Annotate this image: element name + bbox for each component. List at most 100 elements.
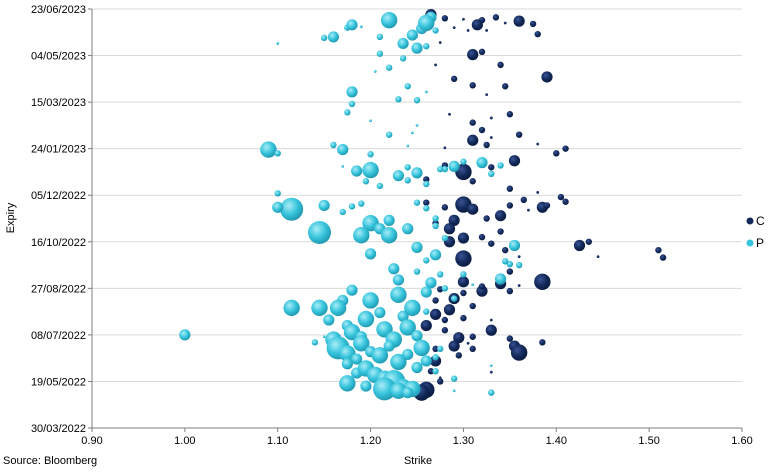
bubble-p — [346, 86, 358, 98]
bubble-c — [508, 155, 521, 167]
bubble-p — [404, 177, 411, 184]
bubble-c — [441, 327, 449, 334]
bubble-p — [488, 389, 495, 396]
bubble-c — [562, 145, 569, 152]
bubble-c — [489, 318, 493, 322]
series-c — [413, 8, 667, 401]
bubble-p — [450, 295, 458, 302]
bubble-c — [506, 185, 514, 192]
x-tick-label: 1.00 — [174, 435, 195, 447]
bubble-p — [432, 354, 439, 361]
bubble-p — [413, 339, 430, 357]
bubble-p — [402, 348, 414, 361]
bubble-c — [423, 199, 430, 206]
bubble-c — [534, 30, 541, 38]
series-p — [179, 11, 523, 401]
bubble-p — [358, 200, 365, 207]
bubble-p — [376, 50, 384, 57]
bubble-p — [351, 353, 363, 365]
bubble-p — [311, 339, 319, 346]
bubble-c — [448, 214, 460, 226]
y-axis-title: Expiry — [5, 202, 17, 233]
bubble-p — [411, 241, 423, 253]
bubble-c — [441, 316, 449, 324]
bubble-p — [179, 329, 191, 341]
bubble-c — [513, 15, 525, 27]
legend-item-p: P — [746, 236, 764, 250]
bubble-p — [497, 162, 504, 169]
bubble-p — [390, 382, 407, 399]
bubble-c — [492, 14, 500, 21]
bubble-c — [478, 233, 486, 241]
bubble-p — [402, 223, 414, 235]
bubble-p — [276, 42, 280, 45]
bubble-c — [467, 134, 479, 146]
bubble-p — [488, 170, 495, 178]
bubble-c — [478, 283, 486, 290]
bubble-p — [437, 271, 444, 278]
bubble-c — [469, 302, 476, 310]
bubble-c — [438, 376, 442, 380]
bubble-p — [399, 319, 416, 336]
bubble-c — [655, 246, 662, 254]
bubble-c — [438, 41, 442, 44]
bubble-c — [443, 146, 447, 150]
bubble-c — [517, 284, 521, 287]
bubble-c — [485, 93, 489, 97]
bubble-p — [390, 353, 407, 371]
bubble-c — [467, 49, 479, 61]
bubble-p — [376, 182, 384, 190]
bubble-c — [469, 119, 476, 126]
bubble-p — [441, 165, 449, 173]
bubble-c — [453, 332, 465, 344]
bubble-p — [357, 310, 375, 328]
bubble-c — [506, 287, 514, 295]
bubble-p — [489, 364, 493, 368]
bubble-p — [423, 257, 430, 264]
bubble-p — [318, 199, 330, 212]
legend-c-marker — [746, 217, 754, 225]
bubble-c — [457, 232, 470, 244]
bubble-p — [402, 387, 414, 399]
bubble-p — [371, 347, 389, 364]
bubble-p — [450, 375, 458, 382]
bubble-p — [308, 220, 331, 244]
legend-c-label: C — [756, 214, 765, 228]
bubble-c — [432, 345, 439, 353]
bubble-p — [329, 299, 347, 317]
legend-p-marker — [746, 239, 754, 247]
y-tick-label: 08/07/2022 — [31, 330, 86, 342]
bubble-p — [460, 158, 467, 165]
bubble-p — [437, 345, 444, 353]
bubble-c — [462, 17, 465, 21]
bubble-p — [429, 249, 442, 261]
y-tick-label: 23/06/2023 — [31, 4, 86, 16]
bubble-p — [413, 199, 421, 206]
x-tick-label: 1.30 — [453, 435, 474, 447]
bubble-c — [478, 48, 486, 56]
bubble-c — [483, 141, 490, 149]
bubble-p — [423, 43, 430, 50]
bubble-p — [373, 377, 396, 401]
bubble-p — [346, 284, 358, 296]
bubble-p — [385, 131, 393, 138]
x-axis-title: Strike — [404, 455, 432, 467]
y-tick-label: 30/03/2022 — [31, 423, 86, 435]
bubble-c — [506, 335, 514, 342]
bubble-p — [476, 157, 488, 169]
bubble-p — [327, 31, 340, 43]
bubble-p — [348, 203, 356, 210]
bubble-c — [488, 240, 495, 247]
bubble-c — [553, 150, 560, 157]
bubble-c — [489, 136, 493, 139]
bubble-p — [385, 64, 393, 71]
bubble-p — [441, 285, 449, 292]
bubble-p — [351, 165, 363, 177]
bubble-p — [397, 37, 409, 50]
y-tick-label: 15/03/2023 — [31, 97, 86, 109]
bubble-c — [420, 319, 432, 332]
bubble-c — [529, 20, 537, 28]
y-tick-label: 24/01/2023 — [31, 144, 86, 156]
bubble-c — [466, 29, 470, 32]
bubble-p — [425, 277, 437, 289]
